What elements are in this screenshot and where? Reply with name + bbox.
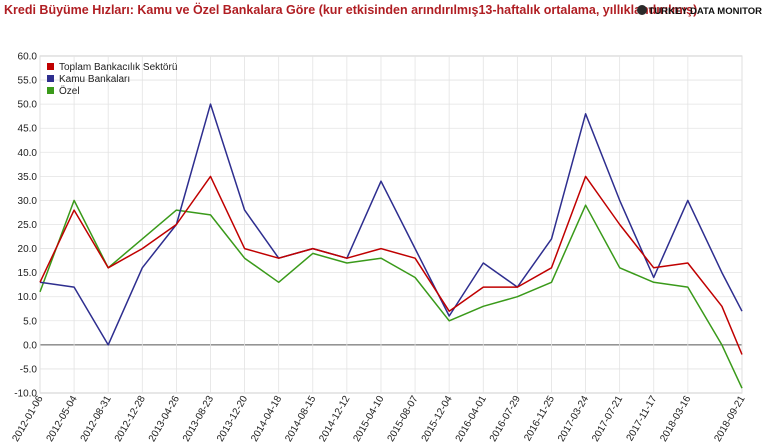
y-tick-label: 35.0 xyxy=(18,172,38,183)
y-tick-label: 25.0 xyxy=(18,220,38,231)
y-tick-label: -5.0 xyxy=(20,364,38,375)
y-tick-label: 50.0 xyxy=(18,100,38,111)
x-tick-label: 2018-09-21 xyxy=(712,394,747,444)
x-tick-label: 2012-01-06 xyxy=(10,394,45,444)
x-tick-label: 2014-12-12 xyxy=(317,394,352,444)
x-tick-label: 2015-08-07 xyxy=(386,394,421,444)
series-line-public xyxy=(39,103,743,346)
x-tick-label: 2017-11-17 xyxy=(625,394,660,444)
y-tick-label: 0.0 xyxy=(23,340,37,351)
x-tick-label: 2018-03-16 xyxy=(658,394,693,444)
y-tick-label: 20.0 xyxy=(18,244,38,255)
x-tick-label: 2016-07-29 xyxy=(488,394,523,444)
y-tick-label: 10.0 xyxy=(18,292,38,303)
x-tick-label: 2017-07-21 xyxy=(590,394,625,444)
legend-swatch-total xyxy=(47,63,54,70)
y-tick-label: 55.0 xyxy=(18,76,38,87)
legend-label-public: Kamu Bankaları xyxy=(59,74,130,85)
y-tick-label: 60.0 xyxy=(18,52,38,63)
legend-label-private: Özel xyxy=(59,85,80,97)
y-tick-label: -10.0 xyxy=(14,389,37,400)
x-tick-label: 2012-12-28 xyxy=(113,394,148,444)
x-tick-label: 2012-05-04 xyxy=(45,394,80,444)
series-line-total xyxy=(39,175,743,355)
x-tick-label: 2013-12-20 xyxy=(215,394,250,444)
x-tick-label: 2013-08-23 xyxy=(181,394,216,444)
legend-label-total: Toplam Bankacılık Sektörü xyxy=(59,62,177,73)
y-tick-label: 15.0 xyxy=(18,268,38,279)
series-lines xyxy=(39,103,743,389)
legend-swatch-private xyxy=(47,87,54,94)
y-tick-label: 5.0 xyxy=(23,316,37,327)
x-tick-label: 2014-04-18 xyxy=(249,394,284,444)
legend: Toplam Bankacılık Sektörü Kamu Bankaları… xyxy=(47,62,177,97)
chart-title: Kredi Büyüme Hızları: Kamu ve Özel Banka… xyxy=(4,3,698,17)
y-tick-label: 40.0 xyxy=(18,148,38,159)
x-axis-ticks: 2012-01-062012-05-042012-08-312012-12-28… xyxy=(10,394,747,444)
x-tick-label: 2013-04-26 xyxy=(147,394,182,444)
x-tick-label: 2016-04-01 xyxy=(454,394,489,444)
x-tick-label: 2016-11-25 xyxy=(522,394,557,444)
y-tick-label: 30.0 xyxy=(18,196,38,207)
series-line-private xyxy=(39,199,743,389)
brand-logo: TURKEY DATA MONITOR xyxy=(636,5,762,17)
globe-logo-icon xyxy=(636,5,647,15)
x-tick-label: 2014-08-15 xyxy=(283,394,318,444)
x-tick-label: 2015-12-04 xyxy=(420,394,455,444)
brand-text: TURKEY DATA MONITOR xyxy=(648,6,762,17)
y-axis-ticks: 60.0 55.0 50.0 45.0 40.0 35.0 30.0 25.0 20.0 15.0… xyxy=(14,52,37,400)
x-tick-label: 2017-03-24 xyxy=(556,394,591,444)
y-tick-label: 45.0 xyxy=(18,124,38,135)
grid xyxy=(39,55,743,394)
x-tick-label: 2012-08-31 xyxy=(79,394,114,444)
legend-swatch-public xyxy=(47,75,54,82)
x-tick-label: 2015-04-10 xyxy=(351,394,386,444)
